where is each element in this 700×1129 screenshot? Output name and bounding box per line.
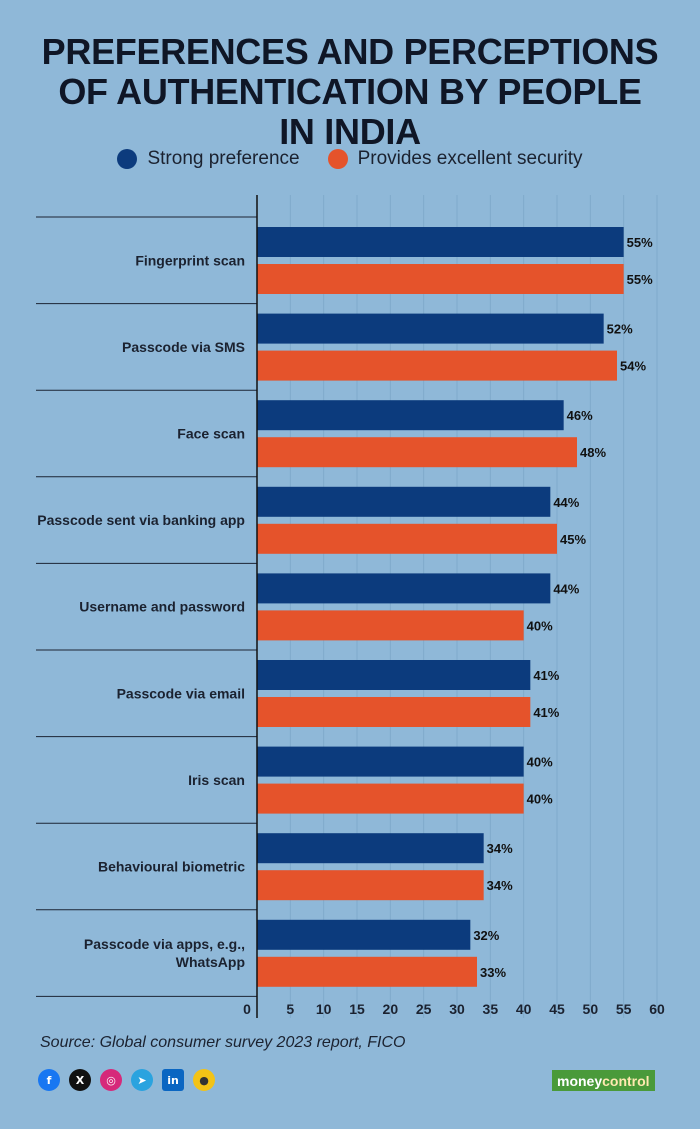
data-label: 45% bbox=[560, 532, 586, 547]
category-label: Iris scan bbox=[188, 772, 245, 788]
x-tick-label: 25 bbox=[416, 1001, 432, 1017]
category-label-line: Fingerprint scan bbox=[135, 252, 245, 268]
legend-label-strong-preference: Strong preference bbox=[147, 148, 300, 169]
chart-title: PREFERENCES AND PERCEPTIONS OF AUTHENTIC… bbox=[41, 31, 659, 152]
bar bbox=[257, 783, 524, 814]
linkedin-icon[interactable]: in bbox=[162, 1069, 184, 1091]
legend-swatch-strong-preference bbox=[117, 149, 138, 169]
data-label: 46% bbox=[567, 408, 593, 423]
category-label: Fingerprint scan bbox=[135, 252, 245, 268]
bar bbox=[257, 956, 477, 987]
data-label: 34% bbox=[487, 878, 513, 893]
category-label: Username and password bbox=[79, 599, 245, 615]
category-label-line: Passcode via email bbox=[117, 685, 245, 701]
category-label: Passcode via email bbox=[117, 685, 245, 701]
category-label-line: Passcode via apps, e.g., bbox=[84, 936, 245, 952]
bar bbox=[257, 697, 531, 727]
legend-label-excellent-security: Provides excellent security bbox=[357, 148, 583, 169]
data-label: 33% bbox=[480, 965, 506, 980]
x-tick-label: 20 bbox=[383, 1001, 399, 1017]
data-label: 44% bbox=[553, 581, 579, 596]
category-label: Face scan bbox=[177, 426, 245, 442]
bar bbox=[257, 313, 604, 344]
x-tick-label: 0 bbox=[243, 1001, 251, 1017]
data-label: 40% bbox=[527, 792, 553, 807]
data-label: 52% bbox=[607, 322, 633, 337]
bar bbox=[257, 437, 577, 468]
data-label: 40% bbox=[527, 755, 553, 770]
category-label-line: Iris scan bbox=[188, 772, 245, 788]
legend-item-strong-preference: Strong preference bbox=[117, 148, 300, 170]
source-note: Source: Global consumer survey 2023 repo… bbox=[40, 1034, 406, 1051]
category-label: Passcode via apps, e.g., WhatsApp bbox=[84, 936, 245, 970]
bar bbox=[257, 919, 471, 950]
data-label: 55% bbox=[627, 235, 653, 250]
bar bbox=[257, 486, 551, 517]
bar bbox=[257, 573, 551, 604]
bar bbox=[257, 870, 484, 901]
x-tick-label: 55 bbox=[616, 1001, 632, 1017]
category-label-line: Passcode via SMS bbox=[122, 339, 245, 355]
category-label: Passcode via SMS bbox=[122, 339, 245, 355]
x-tick-label: 10 bbox=[316, 1001, 332, 1017]
x-tick-label: 5 bbox=[286, 1001, 294, 1017]
x-tick-label: 30 bbox=[449, 1001, 465, 1017]
x-tick-label: 45 bbox=[549, 1001, 565, 1017]
data-label: 54% bbox=[620, 359, 646, 374]
bar bbox=[257, 660, 531, 690]
category-label: Passcode sent via banking app bbox=[37, 512, 245, 528]
category-label-line: WhatsApp bbox=[176, 954, 245, 970]
x-tick-label: 35 bbox=[483, 1001, 499, 1017]
x-tick-label: 40 bbox=[516, 1001, 532, 1017]
bar bbox=[257, 400, 564, 431]
legend: Strong preference Provides excellent sec… bbox=[0, 148, 700, 170]
x-tick-label: 60 bbox=[649, 1001, 665, 1017]
data-label: 34% bbox=[487, 841, 513, 856]
bar bbox=[257, 264, 624, 294]
category-label: Behavioural biometric bbox=[98, 859, 245, 875]
bar bbox=[257, 746, 524, 777]
bar-chart: 55% 55% Fingerprint scan 52% 54% Passcode via… bbox=[36, 195, 665, 1018]
bar bbox=[257, 350, 617, 381]
koo-icon[interactable]: ● bbox=[193, 1069, 215, 1091]
social-icons: f X ◎ ➤ in ● bbox=[38, 1069, 215, 1091]
data-label: 55% bbox=[627, 272, 653, 287]
telegram-icon[interactable]: ➤ bbox=[131, 1069, 153, 1091]
logo-text-money: money bbox=[557, 1072, 603, 1089]
bar bbox=[257, 610, 524, 641]
data-label: 41% bbox=[533, 668, 559, 683]
x-tick-label: 50 bbox=[583, 1001, 599, 1017]
data-label: 32% bbox=[473, 928, 499, 943]
data-label: 44% bbox=[553, 495, 579, 510]
data-label: 40% bbox=[527, 618, 553, 633]
x-tick-label: 15 bbox=[349, 1001, 365, 1017]
legend-swatch-excellent-security bbox=[327, 149, 348, 169]
logo-text-control: control bbox=[602, 1072, 650, 1089]
category-label-line: Behavioural biometric bbox=[98, 859, 245, 875]
instagram-icon[interactable]: ◎ bbox=[100, 1069, 122, 1091]
data-label: 48% bbox=[580, 445, 606, 460]
bar bbox=[257, 833, 484, 864]
moneycontrol-logo[interactable]: money control bbox=[552, 1070, 655, 1091]
category-label-line: Username and password bbox=[79, 599, 245, 615]
bar bbox=[257, 523, 557, 554]
bar bbox=[257, 227, 624, 257]
category-label-line: Passcode sent via banking app bbox=[37, 512, 245, 528]
category-label-line: Face scan bbox=[177, 426, 245, 442]
facebook-icon[interactable]: f bbox=[38, 1069, 60, 1091]
x-icon[interactable]: X bbox=[69, 1069, 91, 1091]
data-label: 41% bbox=[533, 705, 559, 720]
legend-item-excellent-security: Provides excellent security bbox=[327, 148, 583, 170]
